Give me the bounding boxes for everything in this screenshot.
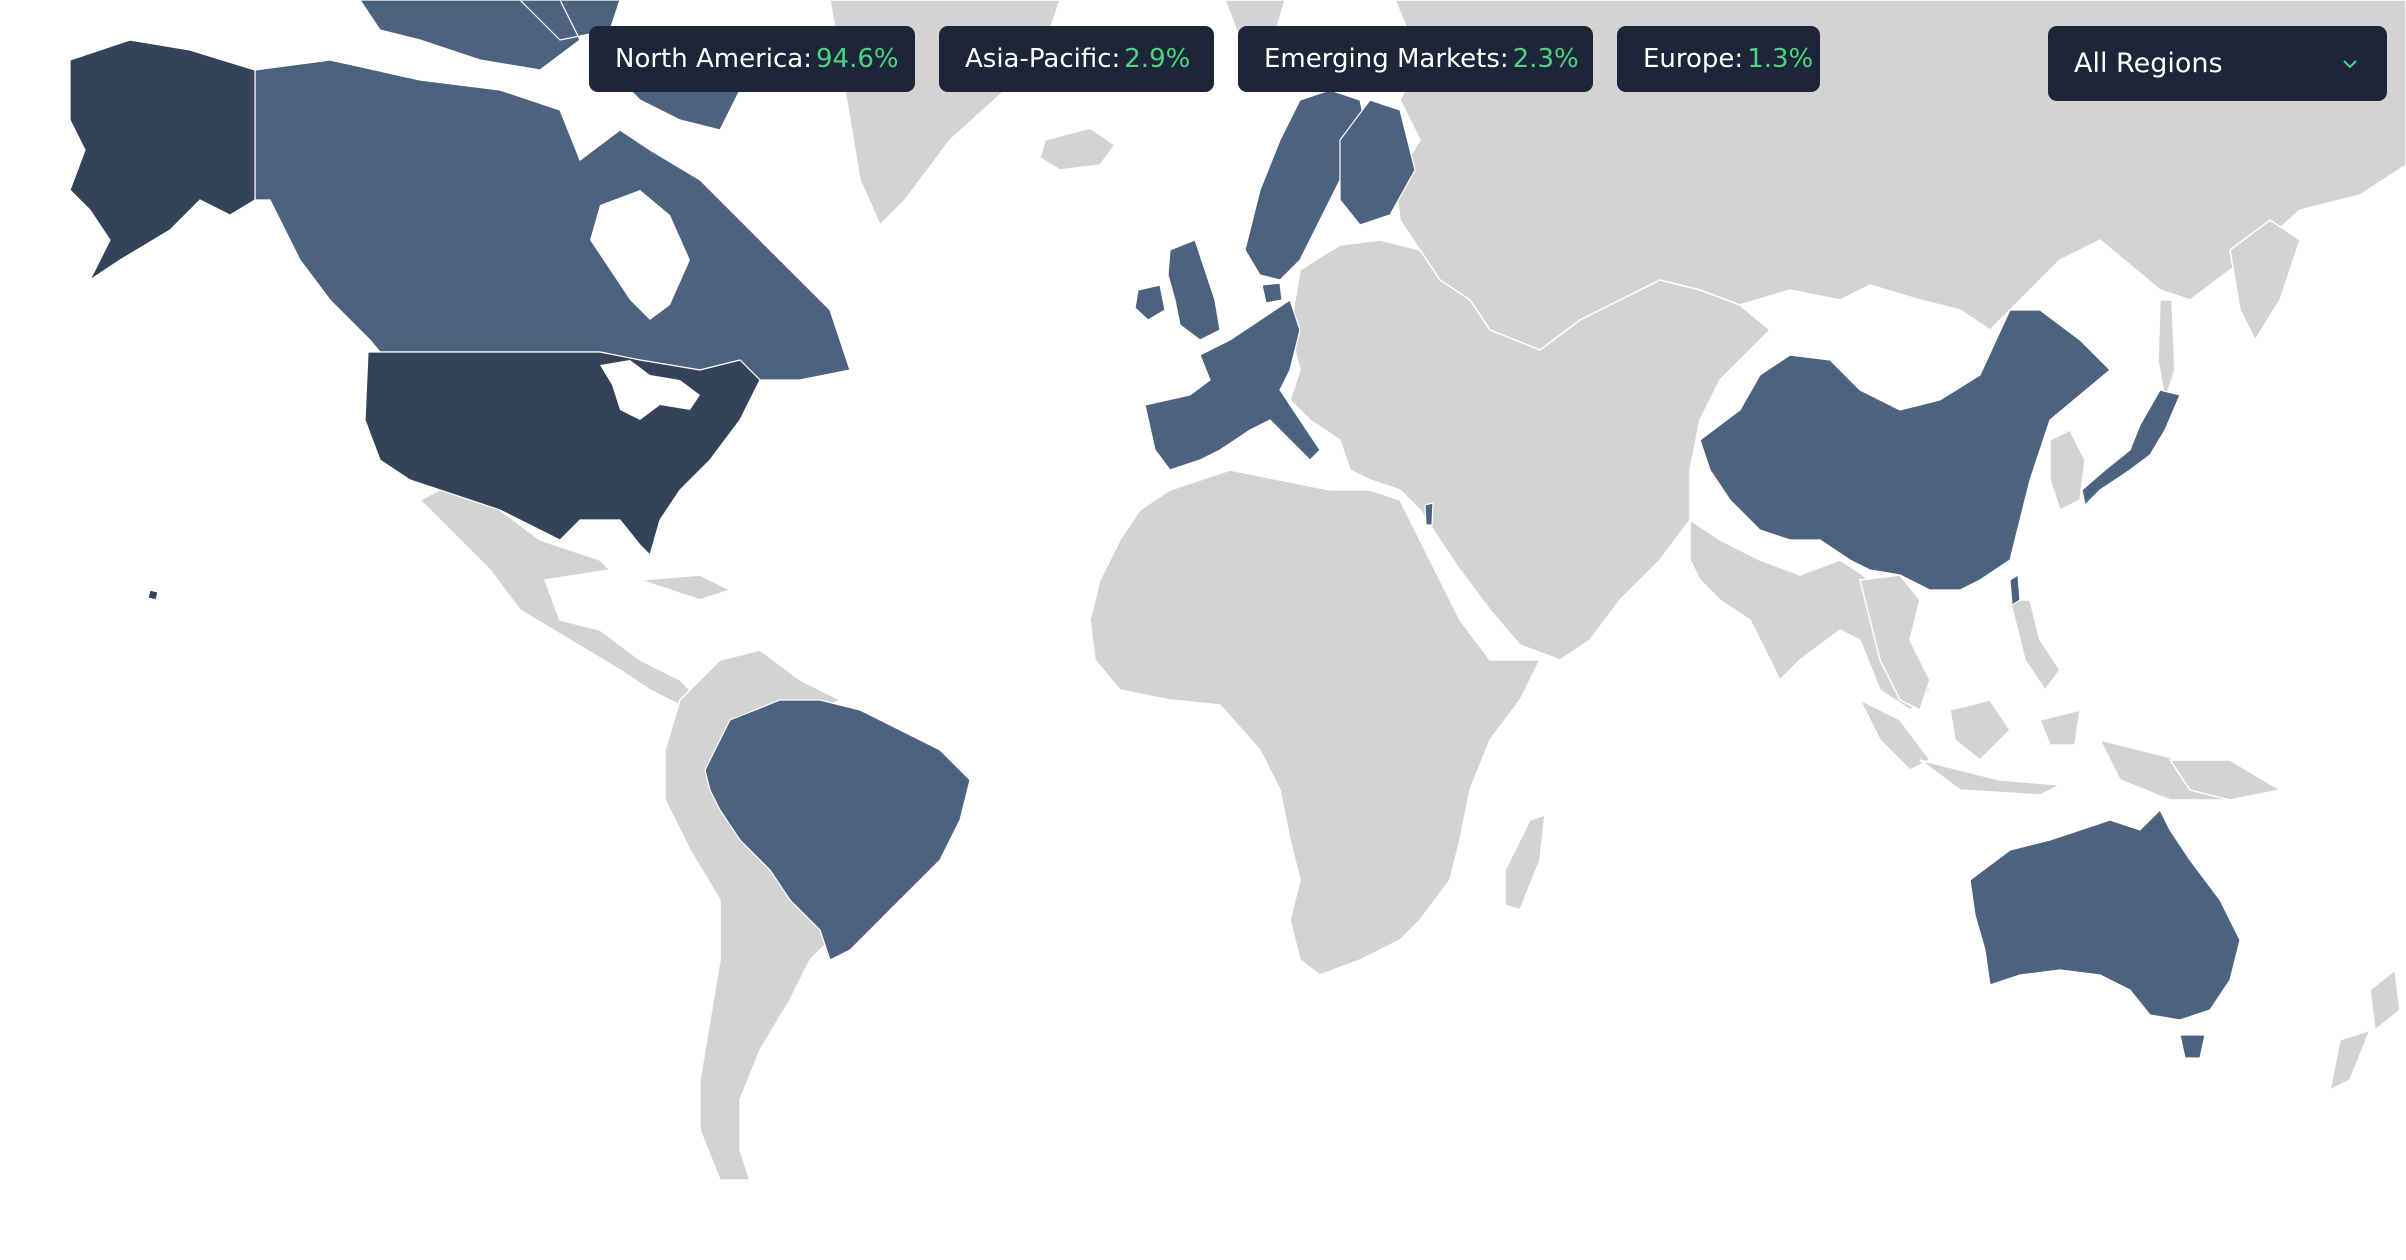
legend-north-america: North America: 94.6% (589, 26, 915, 92)
taiwan[interactable] (2009, 573, 2021, 607)
madagascar[interactable] (1504, 813, 1546, 911)
tasmania[interactable] (2179, 1034, 2206, 1059)
chevron-down-icon (2339, 53, 2361, 75)
legend-label: Emerging Markets: (1264, 44, 1509, 74)
western-europe[interactable] (1144, 299, 1321, 471)
japan[interactable] (2081, 389, 2181, 507)
mexico-central-america[interactable] (418, 479, 702, 711)
hawaii[interactable] (147, 589, 159, 601)
great-lakes (600, 360, 700, 420)
legend-label: North America: (615, 44, 812, 74)
legend-label: Europe: (1643, 44, 1744, 74)
region-select-value: All Regions (2074, 48, 2223, 79)
papua-new-guinea[interactable] (2168, 759, 2283, 801)
legend-value: 2.3% (1512, 44, 1579, 74)
kamchatka[interactable] (2229, 219, 2301, 342)
africa[interactable] (1089, 469, 1542, 976)
cuba[interactable] (639, 574, 732, 601)
south-asia[interactable] (1689, 518, 1931, 711)
canada[interactable] (254, 59, 851, 381)
legend-asia-pacific: Asia-Pacific: 2.9% (939, 26, 1214, 92)
legend-value: 94.6% (816, 44, 899, 74)
korea[interactable] (2049, 428, 2086, 512)
legend-emerging-markets: Emerging Markets: 2.3% (1238, 26, 1593, 92)
united-kingdom[interactable] (1167, 239, 1221, 341)
denmark[interactable] (1261, 282, 1283, 304)
china[interactable] (1699, 309, 2111, 591)
australia[interactable] (1969, 808, 2241, 1021)
iceland[interactable] (1039, 127, 1117, 171)
israel[interactable] (1424, 502, 1434, 526)
eastern-europe-central-asia[interactable] (1289, 239, 1772, 661)
alaska[interactable] (69, 39, 256, 282)
philippines[interactable] (2009, 599, 2061, 692)
new-zealand[interactable] (2328, 968, 2401, 1092)
sakhalin[interactable] (2157, 299, 2176, 401)
united-states[interactable] (364, 351, 761, 557)
hudson-bay (590, 190, 690, 320)
indonesia[interactable] (1858, 698, 2233, 801)
legend-label: Asia-Pacific: (965, 44, 1121, 74)
legend-value: 2.9% (1124, 44, 1191, 74)
legend-value: 1.3% (1747, 44, 1814, 74)
ireland[interactable] (1134, 284, 1166, 321)
indochina[interactable] (1859, 574, 1931, 712)
brazil[interactable] (704, 699, 971, 961)
region-select[interactable]: All Regions (2048, 26, 2387, 101)
finland[interactable] (1339, 99, 1416, 226)
legend-europe: Europe: 1.3% (1617, 26, 1820, 92)
